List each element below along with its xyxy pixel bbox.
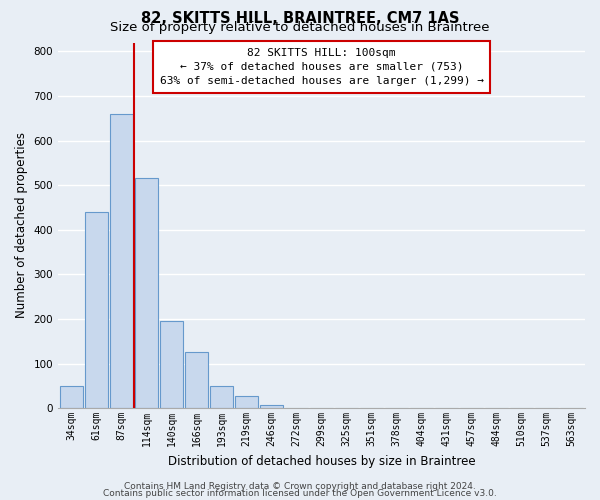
Bar xyxy=(210,386,233,408)
Bar xyxy=(185,352,208,408)
Bar xyxy=(260,404,283,408)
Text: 82 SKITTS HILL: 100sqm
← 37% of detached houses are smaller (753)
63% of semi-de: 82 SKITTS HILL: 100sqm ← 37% of detached… xyxy=(160,48,484,86)
Y-axis label: Number of detached properties: Number of detached properties xyxy=(15,132,28,318)
Bar xyxy=(110,114,133,408)
Bar xyxy=(160,321,183,408)
Bar xyxy=(135,178,158,408)
Text: Size of property relative to detached houses in Braintree: Size of property relative to detached ho… xyxy=(110,21,490,34)
Text: 82, SKITTS HILL, BRAINTREE, CM7 1AS: 82, SKITTS HILL, BRAINTREE, CM7 1AS xyxy=(141,11,459,26)
Text: Contains HM Land Registry data © Crown copyright and database right 2024.: Contains HM Land Registry data © Crown c… xyxy=(124,482,476,491)
X-axis label: Distribution of detached houses by size in Braintree: Distribution of detached houses by size … xyxy=(168,454,475,468)
Bar xyxy=(235,396,258,408)
Bar xyxy=(60,386,83,408)
Text: Contains public sector information licensed under the Open Government Licence v3: Contains public sector information licen… xyxy=(103,488,497,498)
Bar xyxy=(85,212,108,408)
